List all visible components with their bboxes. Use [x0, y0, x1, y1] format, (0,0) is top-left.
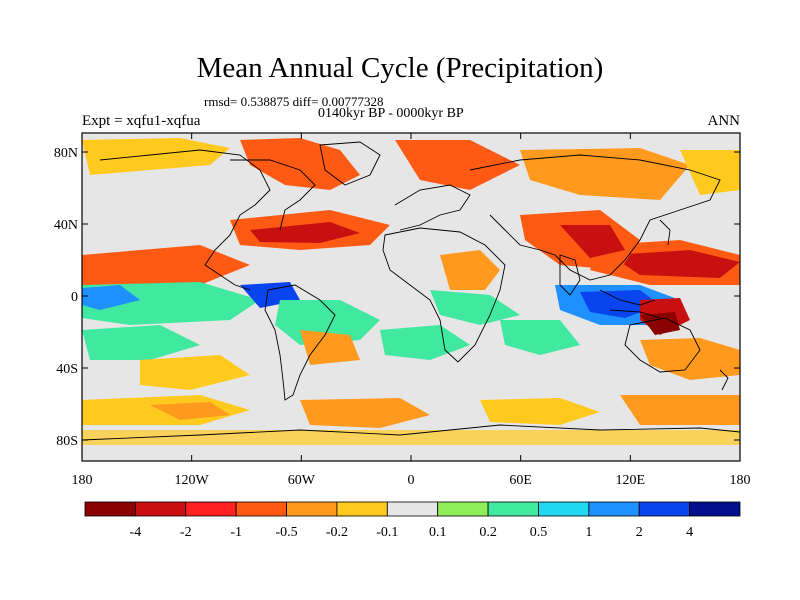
colorbar-swatch [386, 501, 439, 517]
colorbar-swatch [487, 501, 539, 517]
wetting-region [500, 320, 580, 355]
colorbar-label: 0.5 [530, 525, 548, 540]
drying-region [140, 355, 250, 390]
lon-tick-label: 120W [175, 473, 210, 488]
wetting-region [82, 285, 140, 310]
colorbar-label: -0.2 [326, 525, 348, 540]
strong-drying-region [250, 222, 360, 243]
colorbar-swatch [336, 501, 388, 517]
strong-drying-region [610, 250, 740, 278]
latitude-axis: 80N 40N 0 40S 80S [54, 146, 740, 449]
colorbar-label: 2 [636, 525, 643, 540]
drying-region [440, 250, 500, 290]
drying-region [520, 148, 690, 200]
longitude-axis: 180 120W 60W 0 60E 120E 180 [72, 133, 751, 488]
colorbar-swatch [84, 501, 136, 517]
colorbar-label: -0.1 [376, 525, 398, 540]
precip-field [82, 133, 740, 461]
wetting-region [82, 325, 200, 360]
lon-tick-label: 180 [730, 473, 751, 488]
drying-region [300, 330, 360, 365]
wetting-region [380, 325, 470, 360]
drying-region [300, 398, 430, 428]
drying-region [480, 398, 600, 425]
lat-tick-label: 40N [54, 218, 78, 233]
season-label: ANN [707, 113, 741, 129]
colorbar-swatch [588, 501, 640, 517]
colorbar-label: -1 [230, 525, 242, 540]
lon-tick-label: 60E [509, 473, 532, 488]
colorbar-label: -0.5 [275, 525, 297, 540]
drying-region [82, 245, 250, 285]
lon-tick-label: 120E [616, 473, 646, 488]
lon-tick-label: 60W [288, 473, 316, 488]
stats-subtitle: rmsd= 0.538875 diff= 0.00777328 [204, 94, 384, 109]
colorbar-swatch [437, 501, 489, 517]
drying-region [82, 138, 230, 175]
colorbar-label: -2 [180, 525, 192, 540]
lat-tick-label: 80S [56, 434, 78, 449]
lon-tick-label: 0 [408, 473, 415, 488]
experiment-label: Expt = xqfu1-xqfua [82, 113, 201, 129]
lat-tick-label: 80N [54, 146, 78, 161]
wetting-region [430, 290, 520, 325]
colorbar-swatch [689, 501, 741, 517]
colorbar-swatch [286, 501, 338, 517]
antarctica-region [82, 445, 740, 461]
coastlines [82, 141, 740, 441]
colorbar-label: 0.2 [479, 525, 497, 540]
colorbar-label: 4 [686, 525, 693, 540]
lat-tick-label: 0 [71, 290, 78, 305]
drying-region [395, 140, 520, 190]
colorbar-swatch [638, 501, 691, 517]
period-subtitle: 0140kyr BP - 0000kyr BP [318, 106, 464, 121]
drying-region [240, 138, 360, 190]
chart-title: Mean Annual Cycle (Precipitation) [196, 52, 604, 84]
strong-drying-region [560, 225, 625, 258]
colorbar-swatch [134, 501, 187, 517]
drying-region [620, 395, 740, 425]
drying-region [150, 402, 230, 420]
colorbar-label: -4 [130, 525, 142, 540]
lat-tick-label: 40S [56, 362, 78, 377]
colorbar-swatch [185, 501, 237, 517]
colorbar-label: 1 [585, 525, 592, 540]
colorbar: -4 -2 -1 -0.5 -0.2 -0.1 0.1 0.2 0.5 1 2 4 [84, 501, 741, 540]
lon-tick-label: 180 [72, 473, 93, 488]
colorbar-swatch [235, 501, 287, 517]
colorbar-label: 0.1 [429, 525, 447, 540]
drying-region [680, 150, 740, 195]
strong-drying-region [640, 312, 680, 335]
drying-region [82, 430, 740, 445]
colorbar-swatch [538, 501, 590, 517]
drying-region [640, 338, 740, 380]
